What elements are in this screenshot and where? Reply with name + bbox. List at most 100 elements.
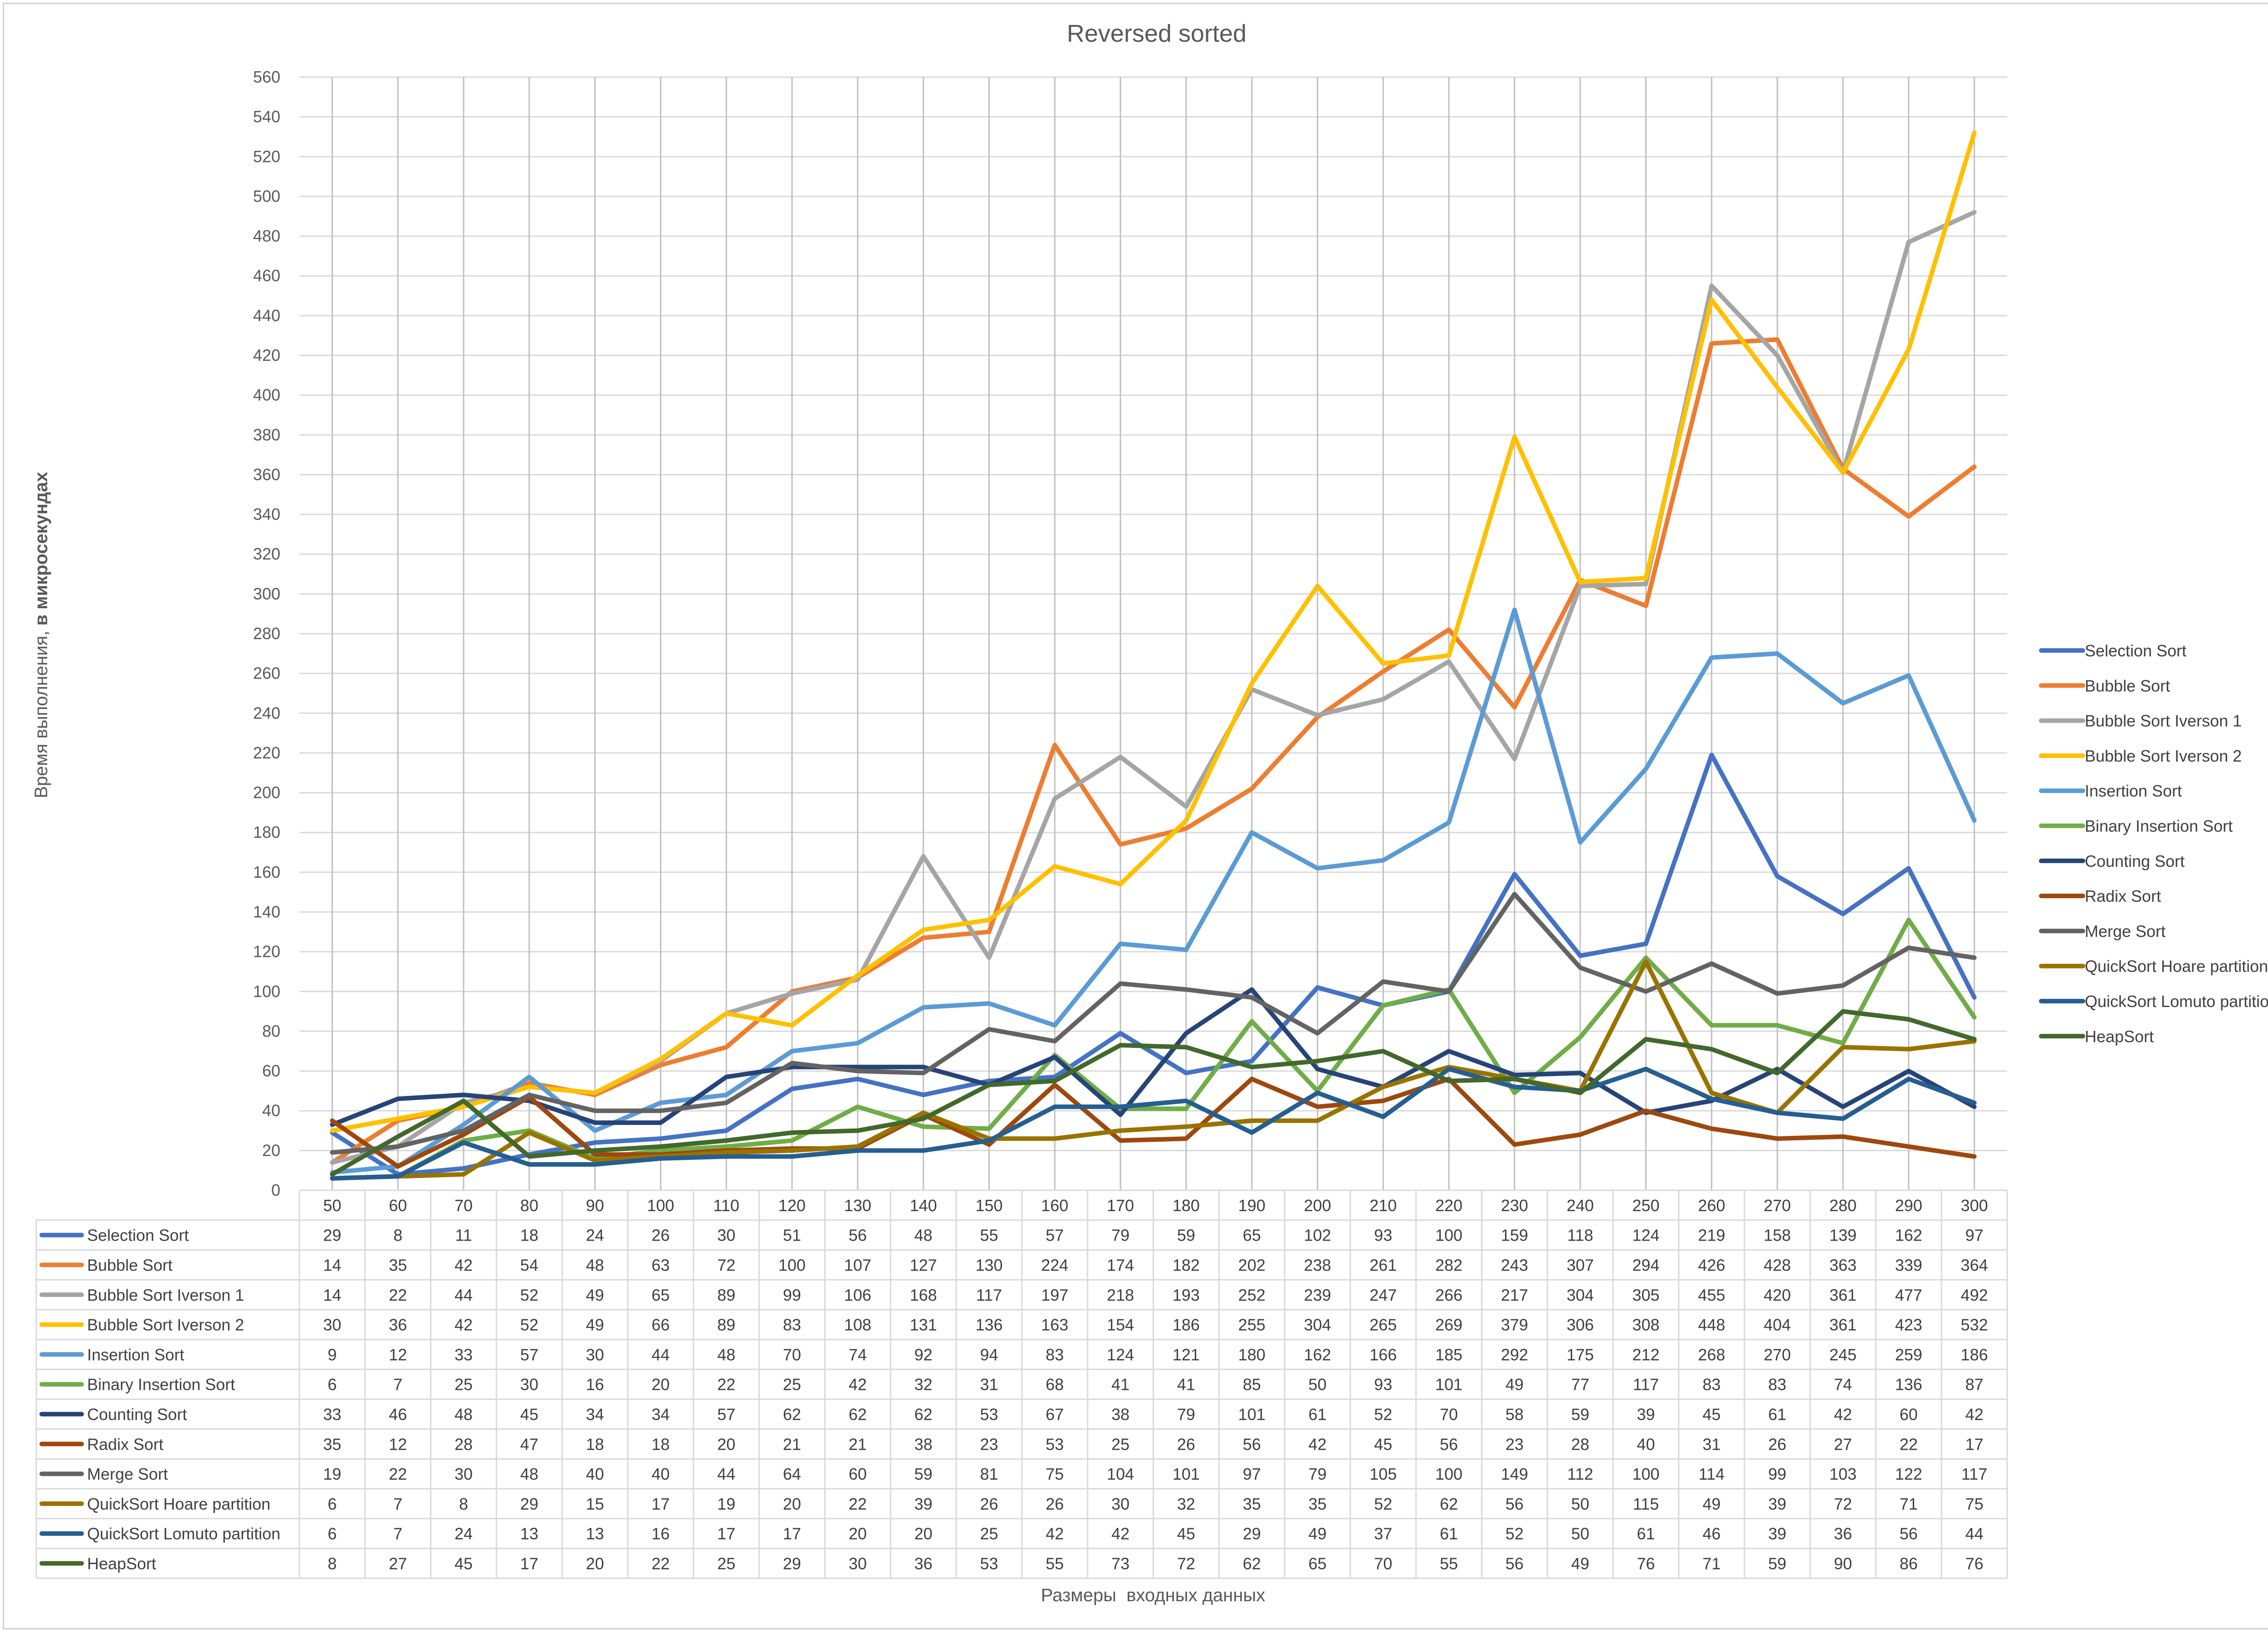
table-value: 131 [910,1315,937,1334]
y-tick-label: 40 [262,1101,280,1120]
table-value: 36 [389,1315,407,1334]
x-tick-label: 250 [1633,1196,1660,1215]
table-value: 27 [389,1555,407,1573]
table-value: 19 [323,1465,341,1483]
table-value: 118 [1567,1226,1593,1245]
y-tick-label: 440 [253,306,280,325]
y-tick-label: 300 [253,584,280,603]
legend: Selection Sort Bubble Sort Bubble Sort Ive… [2039,641,2268,1046]
table-value: 61 [1440,1525,1458,1543]
x-tick-label: 170 [1107,1196,1134,1215]
table-value: 42 [455,1315,473,1334]
table-value: 182 [1173,1256,1200,1275]
table-value: 70 [1374,1555,1392,1573]
table-series-name: Merge Sort [87,1465,168,1483]
table-value: 50 [1571,1495,1589,1513]
table-value: 532 [1961,1315,1988,1334]
y-tick-label: 260 [253,664,280,683]
x-tick-label: 260 [1698,1196,1725,1215]
table-value: 79 [1308,1465,1326,1483]
table-value: 59 [914,1465,933,1483]
table-value: 197 [1041,1286,1068,1304]
table-value: 48 [455,1405,473,1424]
x-tick-label: 240 [1567,1196,1594,1215]
x-tick-label: 160 [1041,1196,1068,1215]
table-value: 115 [1633,1495,1659,1513]
table-value: 18 [520,1226,538,1245]
table-value: 6 [327,1525,337,1543]
y-axis-ticks: 0 20 40 60 80 100 120 140 160 180 200 220 240 260 280 3… [253,68,280,1199]
y-tick-label: 100 [253,982,280,1001]
x-tick-label: 270 [1764,1196,1791,1215]
table-value: 12 [389,1345,407,1364]
table-value: 224 [1041,1256,1068,1275]
legend-entry: HeapSort [2085,1027,2154,1046]
table-value: 166 [1369,1345,1397,1364]
table-value: 23 [980,1435,998,1453]
table-value: 42 [455,1256,473,1275]
table-value: 50 [1308,1375,1326,1394]
table-value: 62 [849,1405,867,1424]
table-value: 31 [1702,1435,1721,1453]
table-value: 101 [1435,1375,1462,1394]
table-value: 75 [1965,1495,1984,1513]
table-value: 42 [1111,1525,1129,1543]
table-value: 76 [1637,1555,1655,1573]
table-value: 292 [1501,1345,1528,1364]
table-value: 71 [1900,1495,1918,1513]
table-value: 62 [914,1405,933,1424]
table-value: 426 [1698,1256,1725,1275]
table-value: 100 [1435,1226,1462,1245]
table-value: 31 [980,1375,998,1394]
series-line [330,918,1977,1181]
table-value: 36 [1834,1525,1852,1543]
table-value: 294 [1633,1256,1660,1275]
table-value: 35 [323,1435,341,1453]
table-value: 45 [455,1555,473,1573]
table-value: 24 [586,1226,604,1245]
table-value: 56 [1440,1435,1458,1453]
table-value: 48 [914,1226,933,1245]
table-value: 7 [393,1495,402,1513]
table-value: 49 [586,1315,604,1334]
table-value: 304 [1567,1286,1594,1304]
table-value: 28 [1571,1435,1589,1453]
table-value: 107 [844,1256,871,1275]
table-value: 72 [1177,1555,1195,1573]
table-value: 243 [1501,1256,1528,1275]
y-tick-label: 360 [253,465,280,484]
table-value: 12 [389,1435,407,1453]
table-value: 139 [1829,1226,1857,1245]
table-value: 13 [520,1525,538,1543]
table-value: 127 [910,1256,937,1275]
series-line [330,753,1977,1177]
table-value: 57 [717,1405,735,1424]
table-value: 40 [651,1465,670,1483]
table-value: 46 [1702,1525,1721,1543]
x-tick-label: 50 [323,1196,341,1215]
table-value: 24 [455,1525,473,1543]
table-value: 87 [1965,1375,1984,1394]
table-value: 239 [1304,1286,1331,1304]
table-value: 492 [1961,1286,1988,1304]
table-series-name: Selection Sort [87,1226,189,1245]
table-series-name: Bubble Sort [87,1256,172,1275]
table-value: 73 [1111,1555,1129,1573]
table-value: 420 [1764,1286,1791,1304]
table-value: 8 [393,1226,402,1245]
table-value: 304 [1304,1315,1331,1334]
table-value: 29 [783,1555,801,1573]
table-value: 122 [1895,1465,1922,1483]
table-value: 57 [520,1345,538,1364]
table-value: 32 [914,1375,933,1394]
table-value: 97 [1243,1465,1261,1483]
table-value: 186 [1173,1315,1200,1334]
table-value: 26 [980,1495,998,1513]
table-value: 52 [520,1286,538,1304]
table-value: 212 [1633,1345,1660,1364]
table-value: 74 [849,1345,867,1364]
table-value: 428 [1764,1256,1791,1275]
table-value: 124 [1107,1345,1134,1364]
table-value: 30 [717,1226,735,1245]
